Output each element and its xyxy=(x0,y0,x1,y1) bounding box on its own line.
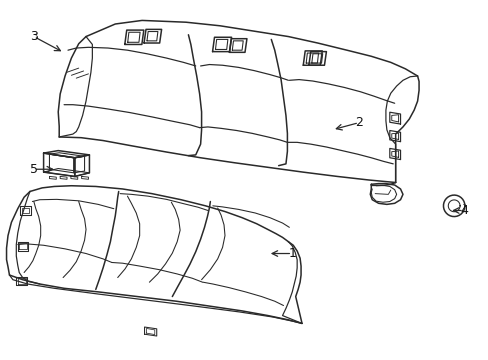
Text: 3: 3 xyxy=(30,30,38,43)
Text: 4: 4 xyxy=(459,204,467,217)
Text: 1: 1 xyxy=(288,247,296,260)
Text: 5: 5 xyxy=(30,163,38,176)
Text: 2: 2 xyxy=(354,116,362,129)
